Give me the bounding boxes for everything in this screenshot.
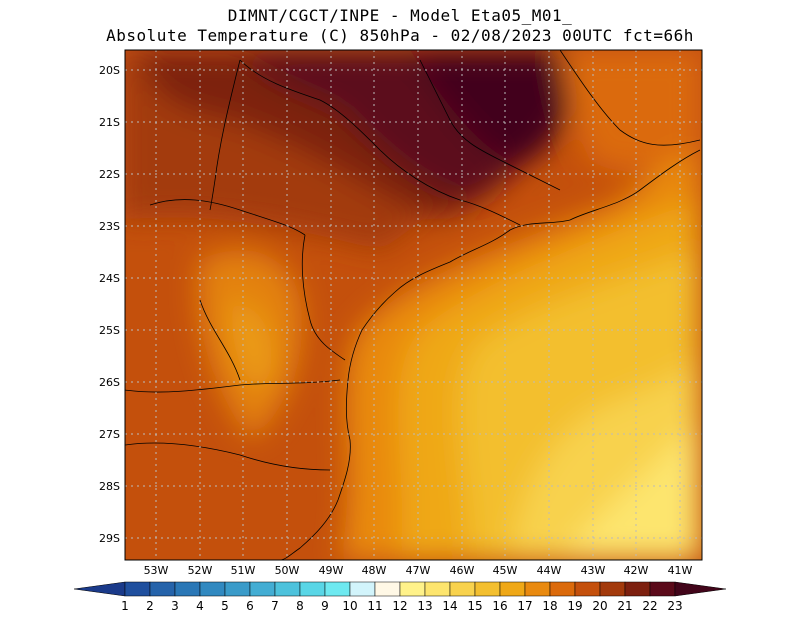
colorbar-swatch-9 xyxy=(324,581,351,597)
colorbar-swatch-3 xyxy=(174,581,201,597)
colorbar-swatch-11 xyxy=(374,581,401,597)
lon-label-53W: 53W xyxy=(144,564,169,577)
colorbar-label-12: 12 xyxy=(392,599,407,613)
lat-label-27S: 27S xyxy=(99,428,120,441)
lat-label-23S: 23S xyxy=(99,220,120,233)
colorbar-label-7: 7 xyxy=(271,599,279,613)
lat-label-21S: 21S xyxy=(99,116,120,129)
colorbar-label-10: 10 xyxy=(342,599,357,613)
lon-label-50W: 50W xyxy=(275,564,300,577)
state-border-go-ms xyxy=(209,59,241,211)
colorbar-swatch-8 xyxy=(299,581,326,597)
lat-label-26S: 26S xyxy=(99,376,120,389)
band-18-ne xyxy=(560,50,700,171)
colorbar-label-11: 11 xyxy=(367,599,382,613)
state-border-es xyxy=(559,50,701,146)
colorbar-label-3: 3 xyxy=(171,599,179,613)
coastline-and-borders xyxy=(125,50,701,560)
colorbar-swatch-23 xyxy=(674,581,727,597)
colorbar-swatch-0 xyxy=(73,581,126,597)
colorbar-label-5: 5 xyxy=(221,599,229,613)
colorbar-swatch-12 xyxy=(399,581,426,597)
lon-label-45W: 45W xyxy=(493,564,518,577)
colorbar-swatch-14 xyxy=(449,581,476,597)
map-frame xyxy=(124,49,703,561)
state-border-sc-rs xyxy=(125,442,331,471)
lat-label-25S: 25S xyxy=(99,324,120,337)
colorbar-label-15: 15 xyxy=(467,599,482,613)
colorbar: 1 2 3 4 5 6 7 8 9 10 11 12 13 14 15 16 17 18 19 20 21 22 23 xyxy=(73,581,727,613)
state-border-pr-sc xyxy=(125,379,341,393)
interior-warm-core xyxy=(230,300,273,386)
lon-label-43W: 43W xyxy=(581,564,606,577)
colorbar-swatch-6 xyxy=(249,581,276,597)
band-23 xyxy=(410,50,580,165)
graticule xyxy=(125,50,702,560)
colorbar-swatch-22 xyxy=(649,581,676,597)
colorbar-label-16: 16 xyxy=(492,599,507,613)
colorbar-swatch-18 xyxy=(549,581,576,597)
colorbar-label-18: 18 xyxy=(542,599,557,613)
colorbar-label-23: 23 xyxy=(667,599,682,613)
lon-label-46W: 46W xyxy=(450,564,475,577)
band-13 xyxy=(560,420,700,560)
lat-label-20S: 20S xyxy=(99,64,120,77)
colorbar-label-21: 21 xyxy=(617,599,632,613)
colorbar-label-17: 17 xyxy=(517,599,532,613)
colorbar-swatch-5 xyxy=(224,581,251,597)
colorbar-label-8: 8 xyxy=(296,599,304,613)
lon-axis: 53W 52W 51W 50W 49W 48W 47W 46W 45W 44W … xyxy=(144,564,693,577)
colorbar-label-9: 9 xyxy=(321,599,329,613)
lon-label-52W: 52W xyxy=(188,564,213,577)
colorbar-swatch-10 xyxy=(349,581,376,597)
colorbar-label-4: 4 xyxy=(196,599,204,613)
colorbar-swatch-1 xyxy=(124,581,151,597)
colorbar-swatch-7 xyxy=(274,581,301,597)
state-border-mg-sp xyxy=(239,59,521,226)
colorbar-swatch-15 xyxy=(474,581,501,597)
lon-label-48W: 48W xyxy=(362,564,387,577)
colorbar-swatch-13 xyxy=(424,581,451,597)
temperature-field xyxy=(125,50,702,560)
colorbar-label-22: 22 xyxy=(642,599,657,613)
state-border-pr-sp xyxy=(301,234,346,361)
colorbar-label-14: 14 xyxy=(442,599,457,613)
title-line-2: Absolute Temperature (C) 850hPa - 02/08/… xyxy=(106,26,694,45)
colorbar-swatch-4 xyxy=(199,581,226,597)
state-border-ms-pr xyxy=(149,199,306,236)
state-border-mg-rj xyxy=(419,59,561,191)
coastline xyxy=(279,149,701,560)
lat-label-22S: 22S xyxy=(99,168,120,181)
title-line-1: DIMNT/CGCT/INPE - Model Eta05_M01_ xyxy=(227,6,573,25)
lon-label-47W: 47W xyxy=(406,564,431,577)
colorbar-label-6: 6 xyxy=(246,599,254,613)
colorbar-label-2: 2 xyxy=(146,599,154,613)
country-border xyxy=(199,299,241,381)
lon-label-49W: 49W xyxy=(319,564,344,577)
colorbar-swatch-2 xyxy=(149,581,176,597)
lat-label-24S: 24S xyxy=(99,272,120,285)
lon-label-44W: 44W xyxy=(537,564,562,577)
colorbar-swatch-16 xyxy=(499,581,526,597)
colorbar-label-20: 20 xyxy=(592,599,607,613)
lat-label-29S: 29S xyxy=(99,532,120,545)
colorbar-label-13: 13 xyxy=(417,599,432,613)
lon-label-41W: 41W xyxy=(668,564,693,577)
colorbar-swatch-19 xyxy=(574,581,601,597)
lat-label-28S: 28S xyxy=(99,480,120,493)
lon-label-42W: 42W xyxy=(624,564,649,577)
colorbar-swatch-17 xyxy=(524,581,551,597)
colorbar-label-19: 19 xyxy=(567,599,582,613)
lat-axis: 20S 21S 22S 23S 24S 25S 26S 27S 28S 29S xyxy=(99,64,120,545)
lon-label-51W: 51W xyxy=(231,564,256,577)
colorbar-label-1: 1 xyxy=(121,599,129,613)
colorbar-swatch-21 xyxy=(624,581,651,597)
colorbar-swatch-20 xyxy=(599,581,626,597)
